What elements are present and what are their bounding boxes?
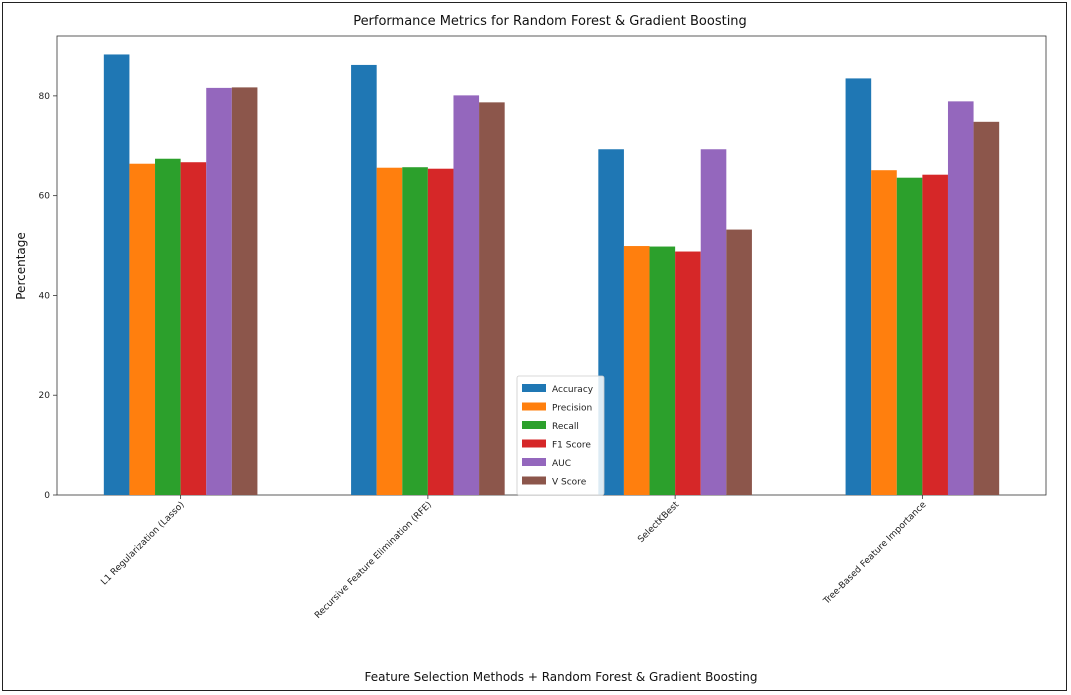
x-tick-label: L1 Regularization (Lasso): [99, 500, 186, 587]
legend-label: V Score: [552, 478, 587, 488]
bar: [871, 170, 897, 495]
x-tick-label: Recursive Feature Elimination (RFE): [313, 500, 434, 621]
legend-label: Precision: [552, 404, 592, 414]
bar: [155, 158, 181, 495]
chart-title: Performance Metrics for Random Forest & …: [353, 14, 747, 29]
legend-swatch: [522, 384, 546, 392]
bar: [922, 174, 948, 496]
bar: [206, 87, 232, 495]
legend-swatch: [522, 421, 546, 429]
x-axis-label: Feature Selection Methods + Random Fores…: [365, 670, 758, 684]
bar: [675, 251, 701, 495]
bar: [180, 162, 207, 495]
x-tick-label: Tree-Based Feature Importance: [821, 500, 929, 608]
y-tick-label: 0: [44, 491, 50, 501]
y-axis-label: Percentage: [14, 232, 28, 300]
plot-area: 0 20 40 60 80 L1 Regularization (Lasso) Recurs…: [39, 35, 1047, 621]
x-tick-label: SelectKBest: [636, 500, 681, 545]
legend-label: Accuracy: [552, 385, 594, 395]
bar: [129, 163, 156, 495]
bar: [896, 177, 923, 496]
bar: [231, 87, 258, 495]
legend: Accuracy Precision Recall F1 Score AUC V Scor…: [516, 375, 605, 496]
bar: [479, 102, 505, 495]
legend-label: F1 Score: [552, 441, 591, 451]
bar: [649, 246, 676, 495]
bar: [623, 246, 650, 495]
bar: [973, 121, 1000, 495]
bar: [402, 167, 428, 496]
y-tick-label: 80: [39, 92, 51, 102]
legend-label: AUC: [552, 459, 571, 469]
legend-swatch: [522, 476, 546, 485]
y-tick-label: 40: [39, 291, 51, 301]
bar: [947, 101, 974, 495]
bar: [376, 167, 403, 495]
bar: [103, 54, 130, 496]
legend-swatch: [522, 402, 546, 411]
y-tick-label: 60: [39, 192, 51, 202]
legend-swatch: [522, 458, 546, 466]
bar: [453, 95, 480, 495]
bar: [726, 229, 752, 496]
bar: [427, 168, 454, 495]
legend-swatch: [522, 439, 546, 448]
bar: [351, 64, 377, 496]
legend-label: Recall: [552, 422, 579, 432]
y-tick-label: 20: [39, 391, 51, 401]
bar: [700, 149, 727, 495]
bar: [845, 78, 872, 496]
